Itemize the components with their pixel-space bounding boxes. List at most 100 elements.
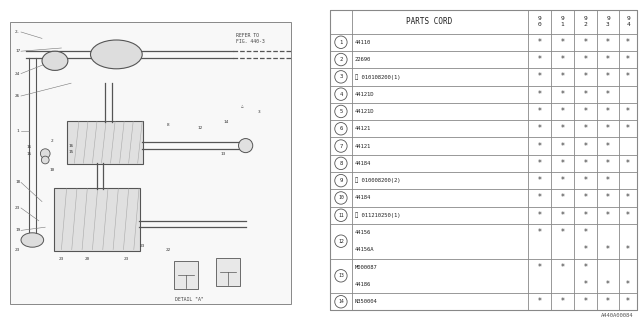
Circle shape bbox=[335, 192, 347, 204]
Text: *: * bbox=[583, 263, 587, 272]
Text: *: * bbox=[606, 176, 610, 185]
Text: *: * bbox=[561, 176, 564, 185]
Text: *: * bbox=[583, 107, 587, 116]
Text: 8: 8 bbox=[339, 161, 342, 166]
Text: *: * bbox=[606, 38, 610, 47]
Text: 10: 10 bbox=[49, 168, 54, 172]
Text: PARTS CORD: PARTS CORD bbox=[406, 17, 452, 26]
Text: *: * bbox=[626, 159, 630, 168]
FancyBboxPatch shape bbox=[216, 258, 240, 286]
Text: 44184: 44184 bbox=[355, 196, 371, 200]
Text: REFER TO
FIG. 440-3: REFER TO FIG. 440-3 bbox=[236, 33, 265, 44]
Text: Ⓑ 010008200(2): Ⓑ 010008200(2) bbox=[355, 178, 401, 183]
Text: *: * bbox=[606, 141, 610, 150]
Text: *: * bbox=[626, 124, 630, 133]
Text: *: * bbox=[626, 38, 630, 47]
Circle shape bbox=[42, 156, 49, 164]
Text: *: * bbox=[626, 194, 630, 203]
Bar bbox=[10, 22, 291, 304]
Ellipse shape bbox=[90, 40, 142, 69]
Text: *: * bbox=[606, 124, 610, 133]
Text: 11: 11 bbox=[338, 213, 344, 218]
Text: 8: 8 bbox=[167, 123, 170, 127]
Text: △: △ bbox=[241, 104, 244, 108]
Text: 13: 13 bbox=[220, 152, 226, 156]
Text: 3: 3 bbox=[257, 110, 260, 114]
Text: 22: 22 bbox=[165, 248, 171, 252]
Text: 5: 5 bbox=[339, 109, 342, 114]
Text: *: * bbox=[538, 263, 541, 272]
Text: 23: 23 bbox=[140, 244, 145, 248]
Text: *: * bbox=[561, 141, 564, 150]
Text: 20: 20 bbox=[84, 257, 90, 261]
Text: *: * bbox=[538, 194, 541, 203]
Text: *: * bbox=[538, 38, 541, 47]
Text: 15: 15 bbox=[68, 150, 74, 154]
Text: *: * bbox=[561, 107, 564, 116]
Text: Ⓑ 010108200(1): Ⓑ 010108200(1) bbox=[355, 74, 401, 80]
Circle shape bbox=[335, 88, 347, 100]
Text: 12: 12 bbox=[338, 239, 344, 244]
Circle shape bbox=[239, 139, 253, 153]
Text: 44121D: 44121D bbox=[355, 92, 374, 97]
Text: *: * bbox=[606, 90, 610, 99]
Text: N350004: N350004 bbox=[355, 299, 378, 304]
Text: *: * bbox=[583, 90, 587, 99]
Text: *: * bbox=[583, 280, 587, 289]
Text: 10: 10 bbox=[338, 196, 344, 200]
Text: DETAIL "A": DETAIL "A" bbox=[175, 297, 204, 302]
Text: *: * bbox=[538, 297, 541, 306]
Text: 44121D: 44121D bbox=[355, 109, 374, 114]
Circle shape bbox=[335, 140, 347, 152]
Circle shape bbox=[335, 269, 347, 282]
Text: *: * bbox=[538, 176, 541, 185]
Text: *: * bbox=[538, 107, 541, 116]
Text: 26: 26 bbox=[15, 94, 20, 98]
Text: 23: 23 bbox=[124, 257, 129, 261]
Text: *: * bbox=[538, 55, 541, 64]
Text: 9
3: 9 3 bbox=[606, 16, 610, 27]
Text: *: * bbox=[561, 124, 564, 133]
Circle shape bbox=[335, 174, 347, 187]
Text: 9: 9 bbox=[339, 178, 342, 183]
Text: 15: 15 bbox=[26, 152, 32, 156]
Circle shape bbox=[335, 296, 347, 308]
Text: *: * bbox=[606, 297, 610, 306]
Text: *: * bbox=[538, 141, 541, 150]
Text: *: * bbox=[583, 159, 587, 168]
Text: *: * bbox=[626, 245, 630, 254]
Text: *: * bbox=[583, 176, 587, 185]
Text: 14: 14 bbox=[223, 120, 229, 124]
Text: *: * bbox=[606, 55, 610, 64]
Text: *: * bbox=[561, 228, 564, 237]
Text: 44184: 44184 bbox=[355, 161, 371, 166]
Text: 16: 16 bbox=[26, 145, 32, 149]
Text: 12: 12 bbox=[198, 126, 203, 130]
Circle shape bbox=[335, 105, 347, 118]
Text: 7: 7 bbox=[339, 144, 342, 148]
FancyBboxPatch shape bbox=[173, 261, 198, 289]
Text: 4: 4 bbox=[339, 92, 342, 97]
Text: *: * bbox=[561, 90, 564, 99]
Text: *: * bbox=[606, 245, 610, 254]
Text: 2-: 2- bbox=[15, 30, 20, 34]
Text: *: * bbox=[561, 55, 564, 64]
Text: A440A00084: A440A00084 bbox=[601, 313, 634, 318]
Circle shape bbox=[335, 123, 347, 135]
Text: *: * bbox=[626, 55, 630, 64]
Text: 22690: 22690 bbox=[355, 57, 371, 62]
Circle shape bbox=[335, 53, 347, 66]
Text: *: * bbox=[561, 159, 564, 168]
Text: Ⓑ 011210250(1): Ⓑ 011210250(1) bbox=[355, 212, 401, 218]
Text: 44156A: 44156A bbox=[355, 247, 374, 252]
Text: *: * bbox=[561, 263, 564, 272]
Text: 23: 23 bbox=[15, 248, 20, 252]
Text: *: * bbox=[561, 38, 564, 47]
Text: *: * bbox=[583, 228, 587, 237]
Text: *: * bbox=[538, 124, 541, 133]
Text: 19: 19 bbox=[15, 228, 20, 232]
Text: *: * bbox=[583, 124, 587, 133]
Text: *: * bbox=[538, 228, 541, 237]
Text: *: * bbox=[583, 55, 587, 64]
Text: 6: 6 bbox=[339, 126, 342, 131]
